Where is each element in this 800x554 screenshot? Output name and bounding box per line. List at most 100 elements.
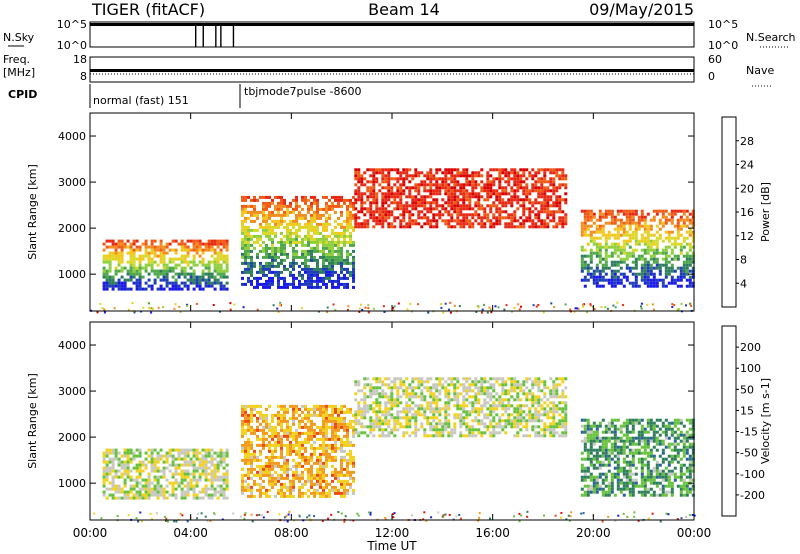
echo-cell	[622, 272, 626, 276]
echo-cell	[667, 233, 671, 237]
echo-cell	[555, 201, 559, 205]
echo-cell	[129, 490, 133, 494]
echo-cell	[501, 210, 505, 214]
echo-cell	[613, 218, 617, 222]
echo-cell	[393, 219, 397, 223]
echo-cell	[201, 487, 205, 491]
echo-cell	[222, 275, 226, 279]
echo-cell	[325, 431, 328, 435]
echo-cell	[444, 380, 448, 384]
echo-cell	[286, 476, 289, 480]
echo-cell	[682, 266, 686, 270]
echo-cell	[334, 446, 337, 450]
echo-cell	[319, 407, 322, 411]
echo-cell	[105, 257, 109, 261]
echo-cell	[658, 272, 662, 276]
echo-cell	[375, 425, 379, 429]
echo-cell	[117, 475, 121, 479]
echo-cell	[450, 168, 454, 172]
echo-cell	[331, 261, 334, 265]
echo-cell	[114, 284, 118, 288]
echo-cell	[219, 287, 223, 291]
echo-cell	[346, 198, 349, 202]
echo-cell	[265, 249, 268, 253]
near-range-echo	[178, 305, 181, 308]
echo-cell	[456, 413, 460, 417]
echo-cell	[432, 207, 436, 211]
echo-cell	[349, 261, 352, 265]
echo-cell	[616, 269, 620, 273]
echo-cell	[331, 195, 334, 199]
echo-cell	[429, 201, 433, 205]
near-range-echo	[453, 304, 456, 307]
echo-cell	[414, 195, 418, 199]
echo-cell	[492, 213, 496, 217]
echo-cell	[495, 210, 499, 214]
echo-cell	[504, 171, 508, 175]
echo-cell	[444, 416, 448, 420]
echo-cell	[396, 428, 400, 432]
echo-cell	[322, 437, 325, 441]
echo-cell	[195, 248, 199, 252]
echo-cell	[337, 416, 340, 420]
echo-cell	[495, 195, 499, 199]
echo-cell	[414, 392, 418, 396]
echo-cell	[396, 204, 400, 208]
echo-cell	[219, 448, 223, 452]
echo-cell	[201, 463, 205, 467]
echo-cell	[241, 246, 244, 250]
echo-cell	[283, 485, 286, 489]
echo-cell	[643, 215, 647, 219]
echo-cell	[474, 210, 478, 214]
echo-cell	[180, 475, 184, 479]
echo-cell	[322, 243, 325, 247]
echo-cell	[372, 168, 376, 172]
echo-cell	[168, 493, 172, 497]
echo-cell	[649, 227, 653, 231]
echo-cell	[337, 249, 340, 253]
echo-cell	[459, 207, 463, 211]
near-range-echo	[397, 302, 400, 305]
echo-cell	[241, 225, 244, 229]
echo-cell	[265, 437, 268, 441]
echo-cell	[244, 243, 247, 247]
echo-cell	[661, 263, 665, 267]
echo-cell	[610, 212, 614, 216]
echo-cell	[396, 192, 400, 196]
echo-cell	[331, 267, 334, 271]
echo-cell	[256, 428, 259, 432]
echo-cell	[474, 416, 478, 420]
echo-cell	[357, 434, 361, 438]
echo-cell	[525, 216, 529, 220]
echo-cell	[256, 404, 259, 408]
echo-cell	[357, 216, 361, 220]
echo-cell	[325, 407, 328, 411]
echo-cell	[438, 410, 442, 414]
echo-cell	[304, 422, 307, 426]
echo-cell	[289, 219, 292, 223]
echo-cell	[313, 461, 316, 465]
echo-cell	[393, 434, 397, 438]
echo-cell	[298, 491, 301, 495]
echo-cell	[628, 251, 632, 255]
echo-cell	[313, 285, 316, 289]
echo-cell	[516, 189, 520, 193]
near-range-echo	[347, 305, 350, 308]
echo-cell	[174, 472, 178, 476]
echo-cell	[586, 254, 590, 258]
echo-cell	[676, 233, 680, 237]
echo-cell	[498, 213, 502, 217]
echo-cell	[580, 260, 584, 264]
echo-cell	[349, 476, 352, 480]
echo-cell	[537, 201, 541, 205]
echo-cell	[372, 407, 376, 411]
echo-cell	[313, 428, 316, 432]
echo-cell	[262, 204, 265, 208]
echo-cell	[216, 245, 220, 249]
echo-cell	[381, 219, 385, 223]
echo-cell	[195, 245, 199, 249]
echo-cell	[316, 407, 319, 411]
near-range-echo	[409, 302, 412, 305]
echo-cell	[622, 248, 626, 252]
echo-cell	[265, 264, 268, 268]
